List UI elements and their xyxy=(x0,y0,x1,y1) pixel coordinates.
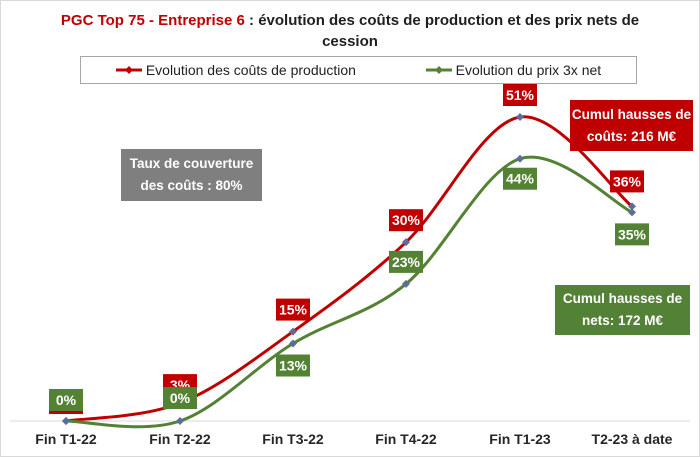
x-tick-label: Fin T2-22 xyxy=(149,431,211,447)
x-tick-label: Fin T4-22 xyxy=(375,431,437,447)
data-point-marker xyxy=(62,417,70,425)
chart-title-text: : évolution des coûts de production et d… xyxy=(244,12,640,50)
data-point-marker xyxy=(628,208,636,217)
x-tick-label: Fin T1-22 xyxy=(35,431,97,447)
data-label-box xyxy=(503,84,537,106)
coverage-note: Taux de couverture des coûts : 80% xyxy=(121,149,262,201)
legend-label-prices: Evolution du prix 3x net xyxy=(455,62,602,78)
data-label: 23% xyxy=(392,254,421,270)
data-label-box xyxy=(276,354,310,377)
cost-total-note: Cumul hausses de coûts: 216 M€ xyxy=(570,100,693,151)
data-label: 30% xyxy=(392,212,421,228)
data-label-box xyxy=(389,250,423,273)
data-label-box xyxy=(503,167,537,190)
data-label: 35% xyxy=(618,226,647,242)
data-label: 44% xyxy=(506,171,535,187)
legend: Evolution des coûts de production Evolut… xyxy=(80,56,637,84)
data-label: 51% xyxy=(506,87,535,103)
data-point-marker xyxy=(289,327,297,336)
legend-swatch-costs xyxy=(115,66,142,74)
legend-item-costs: Evolution des coûts de production xyxy=(115,62,356,78)
legend-swatch-prices xyxy=(425,66,452,74)
x-tick-label: Fin T1-23 xyxy=(489,431,551,447)
data-point-marker xyxy=(516,113,524,121)
chart-title-brand: PGC Top 75 - Entreprise 6 xyxy=(60,12,245,29)
x-tick-label: T2-23 à date xyxy=(592,431,673,447)
data-label-box xyxy=(389,209,423,232)
data-label-box xyxy=(49,389,83,411)
data-point-marker xyxy=(176,417,184,425)
data-point-marker xyxy=(402,279,410,288)
chart-title: PGC Top 75 - Entreprise 6 : évolution de… xyxy=(40,10,660,52)
data-label-box xyxy=(615,223,649,246)
net-total-note: Cumul hausses de nets: 172 M€ xyxy=(555,285,690,335)
data-label: 0% xyxy=(170,390,191,406)
data-point-marker xyxy=(402,238,410,247)
x-tick-label: Fin T3-22 xyxy=(262,431,324,447)
legend-label-costs: Evolution des coûts de production xyxy=(145,62,356,78)
data-label: 0% xyxy=(56,392,77,408)
data-label-box xyxy=(163,387,197,409)
data-label-box xyxy=(610,170,644,193)
data-label: 15% xyxy=(279,302,308,318)
data-point-marker xyxy=(516,154,524,163)
data-point-marker xyxy=(628,202,636,211)
data-label: 36% xyxy=(613,173,642,189)
data-label: 13% xyxy=(279,358,308,374)
data-point-marker xyxy=(289,339,297,348)
legend-item-prices: Evolution du prix 3x net xyxy=(425,62,602,78)
data-label-box xyxy=(276,298,310,321)
